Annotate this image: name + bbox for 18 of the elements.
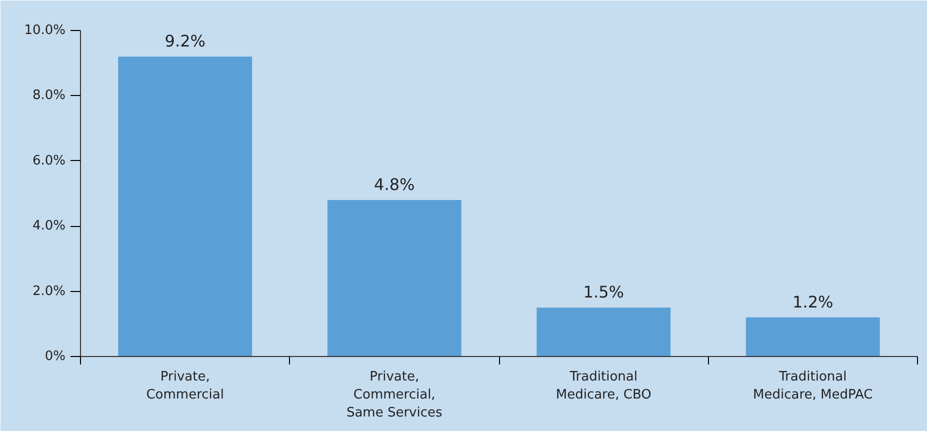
y-tick-label: 10.0% bbox=[24, 23, 66, 38]
bar bbox=[118, 56, 252, 356]
bar bbox=[536, 308, 671, 356]
data-label: 4.8% bbox=[374, 175, 415, 194]
data-label: 9.2% bbox=[164, 32, 206, 51]
bar bbox=[327, 200, 462, 356]
x-tick-label: Traditional Medicare, MedPAC bbox=[753, 370, 873, 402]
y-tick-label: 0% bbox=[44, 349, 66, 364]
bar bbox=[746, 317, 880, 356]
data-label: 1.5% bbox=[583, 282, 624, 302]
data-label: 1.2% bbox=[792, 292, 834, 312]
x-tick-label: Private, Commercial bbox=[146, 370, 224, 402]
y-tick-label: 6.0% bbox=[32, 153, 66, 168]
x-tick-label: Private, Commercial, Same Services bbox=[346, 370, 443, 420]
y-tick-label: 2.0% bbox=[32, 284, 66, 299]
y-tick-label: 8.0% bbox=[32, 88, 66, 104]
y-tick-label: 4.0% bbox=[32, 218, 66, 234]
x-tick-label: Traditional Medicare, CBO bbox=[556, 370, 652, 402]
